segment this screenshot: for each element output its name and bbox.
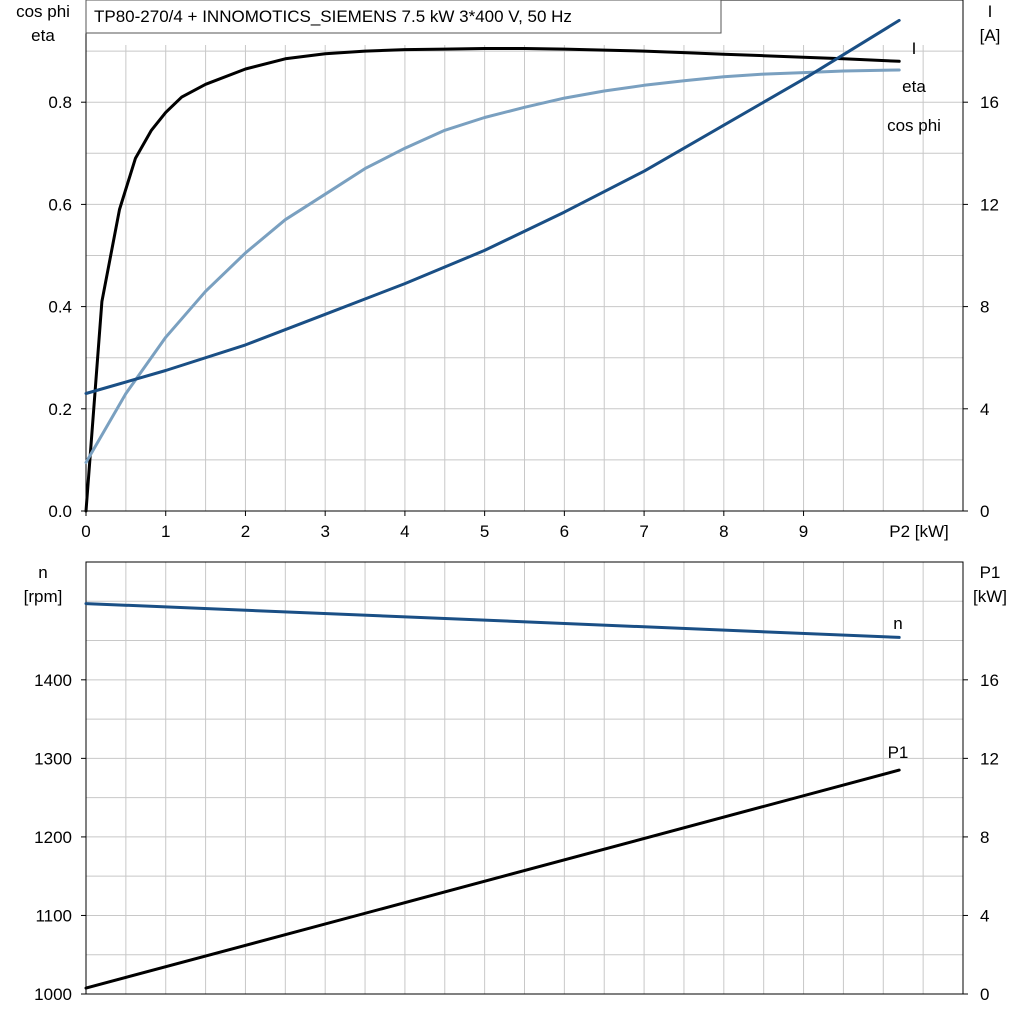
y-right-tick-label: 0 [980,985,989,1004]
x-tick-label: 5 [480,522,489,541]
y-right-tick-label: 4 [980,906,989,925]
x-axis-label: P2 [kW] [889,522,949,541]
plot-frame [85,0,964,512]
y-right-tick-label: 12 [980,195,999,214]
x-tick-label: 2 [241,522,250,541]
y-left-axis-label: n [38,563,47,582]
y-left-tick-label: 0.2 [48,400,72,419]
series-line-n [84,602,901,639]
series-line-eta [84,47,901,513]
y-left-tick-label: 0.6 [48,195,72,214]
y-right-axis-label: [A] [980,26,1001,45]
y-right-tick-label: 16 [980,671,999,690]
y-left-tick-label: 0.8 [48,93,72,112]
x-tick-label: 8 [719,522,728,541]
series-label-cos-phi: cos phi [887,116,941,135]
y-right-tick-label: 8 [980,828,989,847]
y-right-axis-label: I [988,2,993,21]
y-right-tick-label: 16 [980,93,999,112]
x-tick-label: 0 [81,522,90,541]
series-label-p1: P1 [888,743,909,762]
series-label-n: n [893,614,902,633]
chart-title: TP80-270/4 + INNOMOTICS_SIEMENS 7.5 kW 3… [94,7,572,26]
y-left-axis-label: cos phi [16,2,70,21]
y-left-axis-label: [rpm] [24,587,63,606]
y-right-tick-label: 4 [980,400,989,419]
x-tick-label: 6 [560,522,569,541]
y-right-tick-label: 12 [980,749,999,768]
y-right-tick-label: 8 [980,298,989,317]
chart-title-box: TP80-270/4 + INNOMOTICS_SIEMENS 7.5 kW 3… [85,0,722,34]
series-line-cos-phi [84,68,901,464]
y-right-axis-label: P1 [980,563,1001,582]
series-label-i: I [912,39,917,58]
x-tick-label: 7 [639,522,648,541]
y-left-tick-label: 1400 [34,671,72,690]
y-left-tick-label: 0.4 [48,298,72,317]
plot-frame [85,561,964,995]
y-left-axis-label: eta [31,26,55,45]
x-tick-label: 4 [400,522,409,541]
x-tick-label: 3 [320,522,329,541]
y-left-tick-label: 1000 [34,985,72,1004]
y-right-tick-label: 0 [980,502,989,521]
x-tick-label: 9 [799,522,808,541]
y-left-tick-label: 1200 [34,828,72,847]
x-tick-label: 1 [161,522,170,541]
y-left-tick-label: 0.0 [48,502,72,521]
series-label-eta: eta [902,77,926,96]
y-left-tick-label: 1300 [34,749,72,768]
y-right-axis-label: [kW] [973,587,1007,606]
series-line-i [84,18,901,395]
bottom-panel: 1000 1100 1200 1300 1400 0 4 8 12 16 n [rpm] P1 [kW] n… [24,561,1007,1004]
y-left-tick-label: 1100 [35,906,72,925]
series-line-p1 [84,768,901,990]
